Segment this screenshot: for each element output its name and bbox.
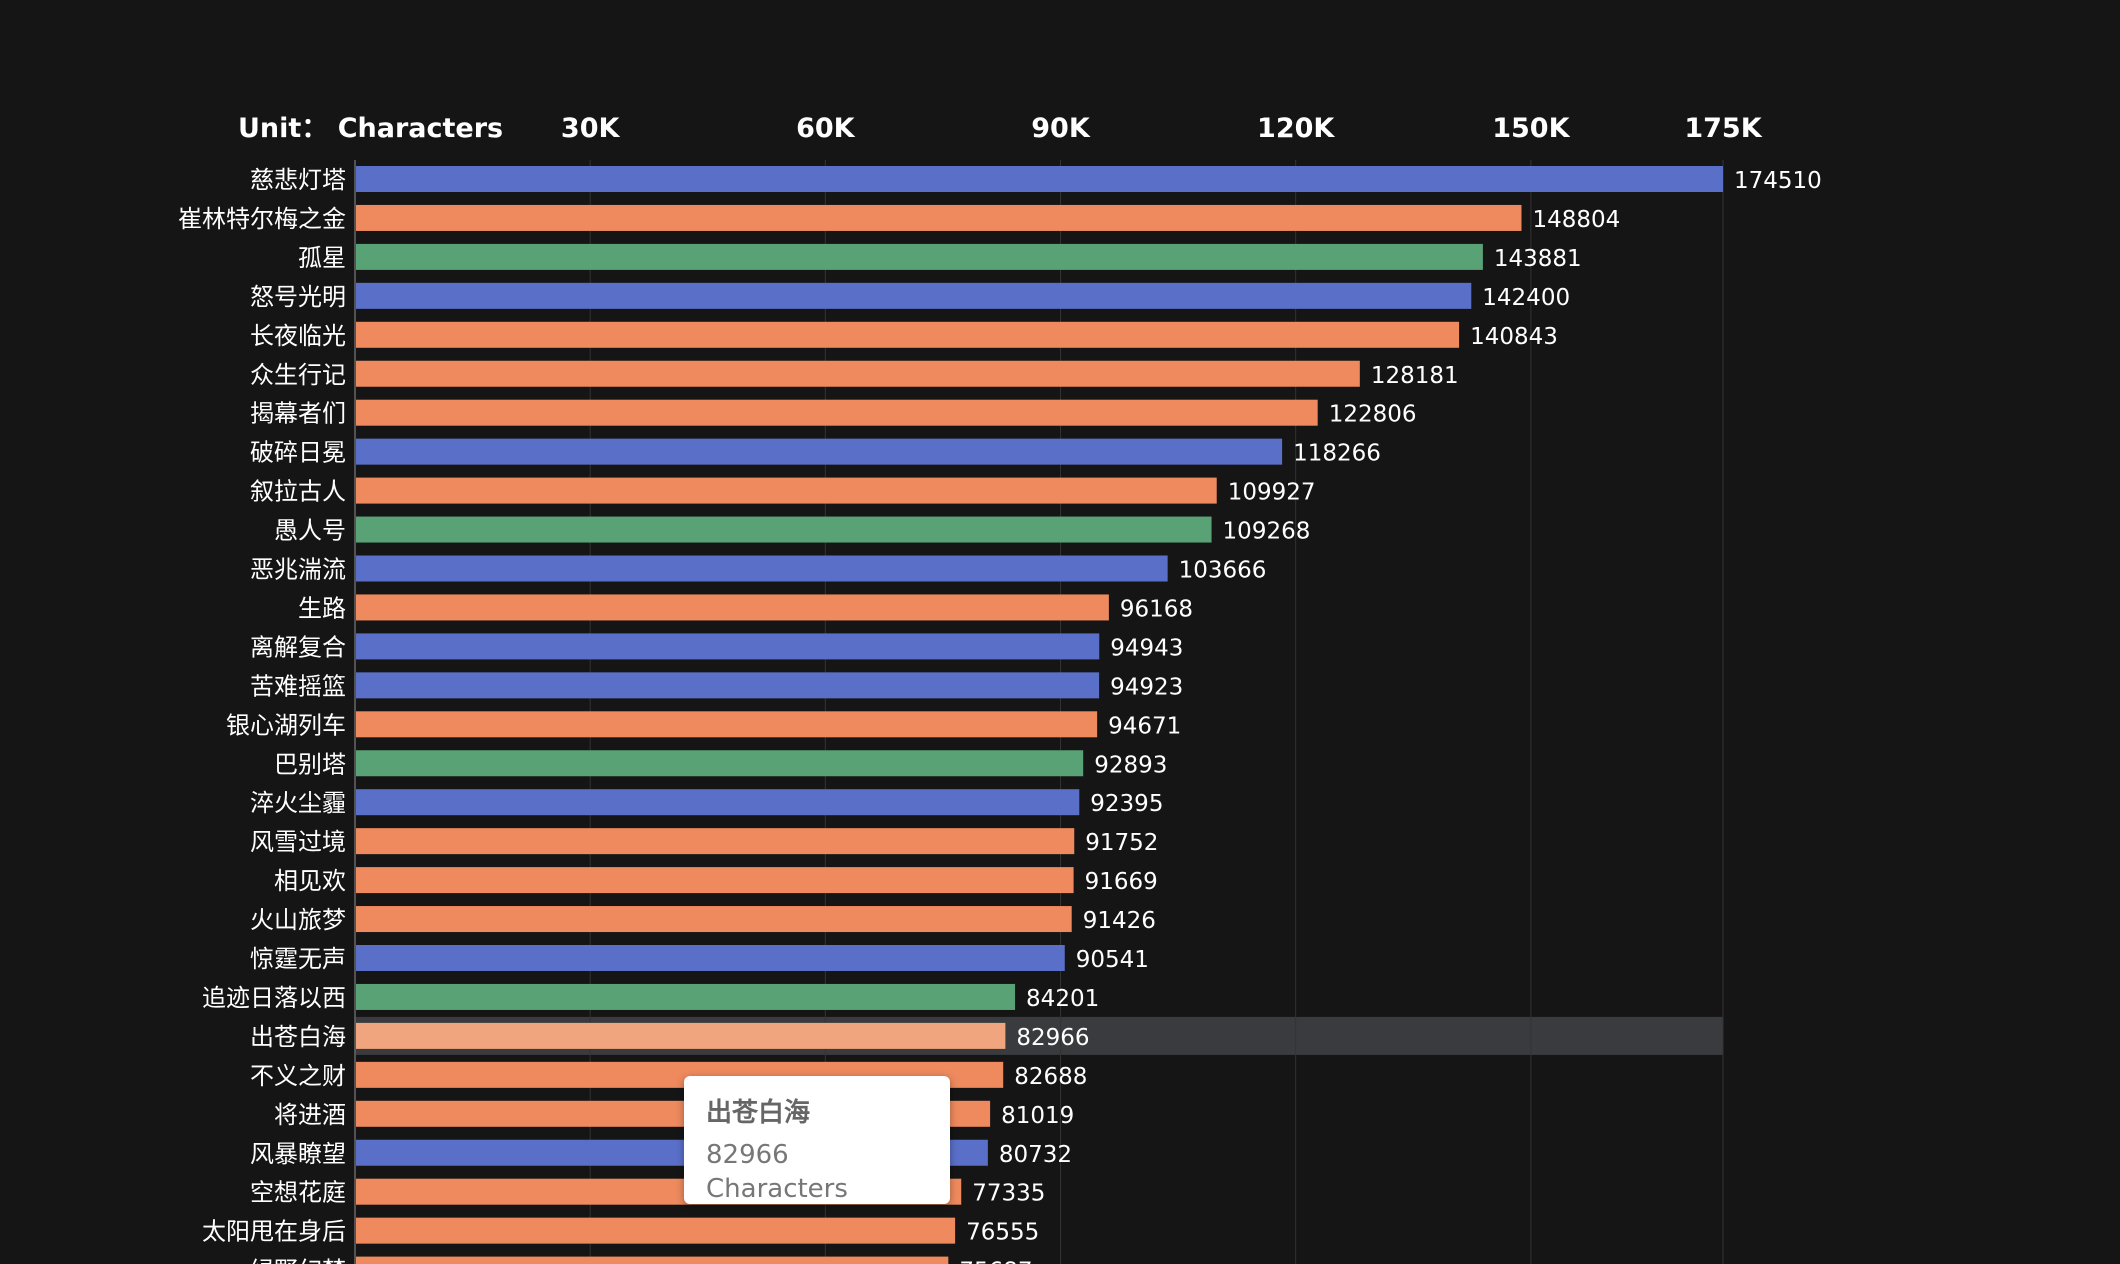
value-label: 103666 <box>1179 558 1267 584</box>
x-tick-label: 60K <box>796 113 856 144</box>
tooltip-value: 82966 Characters <box>706 1140 848 1204</box>
value-label: 82688 <box>1014 1064 1087 1090</box>
value-label: 92893 <box>1094 752 1167 778</box>
value-label: 142400 <box>1482 285 1570 311</box>
category-label: 苦难摇篮 <box>250 672 346 700</box>
x-tick-label: 150K <box>1492 113 1570 144</box>
bar <box>356 711 1098 738</box>
category-label: 惊霆无声 <box>250 945 346 973</box>
bar <box>356 1256 949 1264</box>
value-label: 128181 <box>1371 363 1459 389</box>
value-label: 81019 <box>1001 1103 1074 1129</box>
value-label: 174510 <box>1734 168 1822 194</box>
category-label: 巴别塔 <box>274 750 346 778</box>
bar <box>356 750 1084 777</box>
bar <box>356 1217 956 1244</box>
value-label: 143881 <box>1494 246 1582 272</box>
category-label: 离解复合 <box>250 633 346 661</box>
value-label: 80732 <box>999 1142 1072 1168</box>
category-label: 出苍白海 <box>250 1023 346 1051</box>
bar <box>356 983 1016 1010</box>
category-label: 生路 <box>298 594 346 622</box>
category-label: 揭幕者们 <box>250 400 346 428</box>
category-label: 孤星 <box>298 244 346 272</box>
category-label: 空想花庭 <box>250 1179 346 1207</box>
value-label: 122806 <box>1329 402 1417 428</box>
value-label: 94671 <box>1108 713 1181 739</box>
category-label: 崔林特尔梅之金 <box>178 205 346 233</box>
value-label: 96168 <box>1120 596 1193 622</box>
x-tick-label: 175K <box>1684 113 1762 144</box>
bar <box>356 477 1217 504</box>
category-label: 银心湖列车 <box>226 711 346 739</box>
category-label: 愚人号 <box>274 517 346 545</box>
bar <box>356 828 1075 855</box>
value-label: 140843 <box>1470 324 1558 350</box>
category-label: 将进酒 <box>274 1101 346 1129</box>
bar <box>356 243 1483 270</box>
bar <box>356 1022 1006 1049</box>
category-label: 风雪过境 <box>250 828 346 856</box>
value-label: 90541 <box>1076 947 1149 973</box>
category-label: 追迹日落以西 <box>202 984 346 1012</box>
category-label: 火山旅梦 <box>250 906 346 934</box>
value-label: 109268 <box>1223 519 1311 545</box>
category-label: 风暴瞭望 <box>250 1140 346 1168</box>
value-label: 84201 <box>1026 986 1099 1012</box>
value-label: 91752 <box>1085 830 1158 856</box>
value-label: 82966 <box>1016 1025 1089 1051</box>
bar <box>356 166 1723 192</box>
category-label: 慈悲灯塔 <box>250 166 346 194</box>
value-label: 75687 <box>959 1259 1032 1264</box>
x-tick-label: 120K <box>1257 113 1335 144</box>
bar <box>356 789 1080 816</box>
bar <box>356 282 1472 309</box>
value-label: 94923 <box>1110 674 1183 700</box>
bar <box>356 555 1168 582</box>
bar <box>356 906 1072 933</box>
tooltip-title: 出苍白海 <box>706 1098 811 1128</box>
category-label: 绿野幻梦 <box>250 1257 346 1264</box>
value-label: 91669 <box>1085 869 1158 895</box>
bar <box>356 516 1212 543</box>
bar <box>356 321 1460 348</box>
value-label: 92395 <box>1090 791 1163 817</box>
value-label: 94943 <box>1110 635 1183 661</box>
bar <box>356 945 1065 971</box>
category-label: 太阳甩在身后 <box>202 1218 346 1246</box>
value-label: 91426 <box>1083 908 1156 934</box>
category-label: 破碎日冕 <box>250 439 346 467</box>
category-label: 叙拉古人 <box>250 478 346 506</box>
x-tick-label: 90K <box>1031 113 1091 144</box>
value-label: 118266 <box>1293 441 1381 467</box>
value-label: 148804 <box>1532 207 1620 233</box>
bar <box>356 360 1360 387</box>
value-label: 76555 <box>966 1220 1039 1246</box>
bar <box>356 867 1074 894</box>
bar <box>356 594 1109 621</box>
bar <box>356 438 1283 465</box>
bar <box>356 204 1522 231</box>
unit-label: Unit： Characters <box>238 113 503 144</box>
category-label: 淬火尘霾 <box>250 789 346 817</box>
category-label: 不义之财 <box>250 1062 346 1090</box>
bar <box>356 672 1100 699</box>
bar <box>356 399 1318 426</box>
category-label: 相见欢 <box>274 867 346 895</box>
category-label: 众生行记 <box>250 361 346 389</box>
category-label: 恶兆湍流 <box>250 556 346 584</box>
value-label: 109927 <box>1228 480 1316 506</box>
category-label: 长夜临光 <box>250 322 346 350</box>
tooltip: 出苍白海 82966 Characters <box>684 1076 950 1204</box>
category-label: 怒号光明 <box>250 283 346 311</box>
x-tick-label: 30K <box>561 113 621 144</box>
value-label: 77335 <box>972 1181 1045 1207</box>
bar <box>356 633 1100 660</box>
